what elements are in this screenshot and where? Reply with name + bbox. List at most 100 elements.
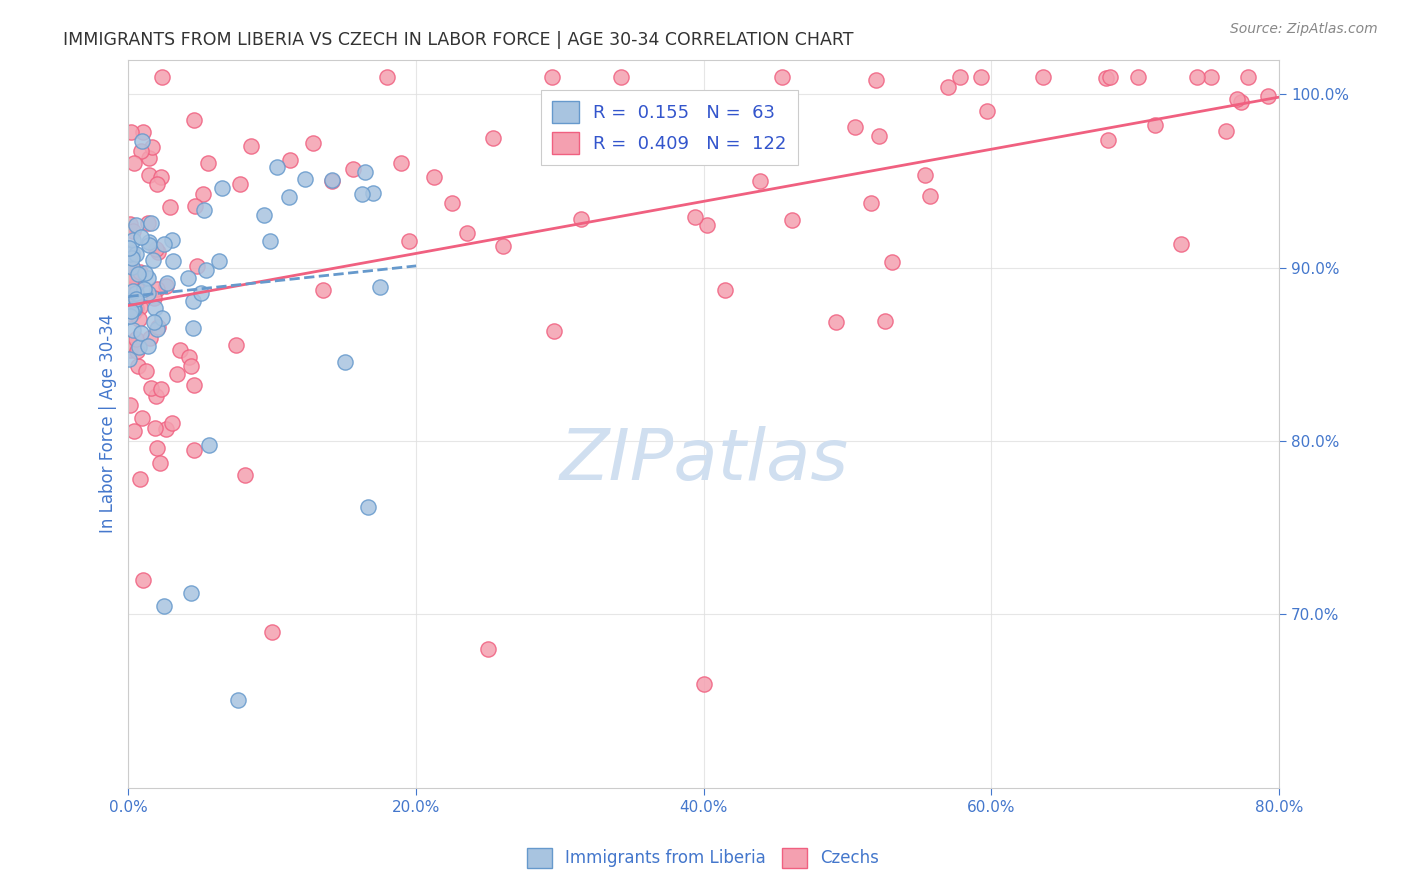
- Point: [121, 284, 143, 298]
- Point: [153, 599, 176, 613]
- Point: [693, 677, 716, 691]
- Point: [1097, 132, 1119, 146]
- Point: [125, 219, 148, 233]
- Point: [683, 210, 706, 224]
- Point: [120, 304, 142, 318]
- Point: [121, 261, 143, 276]
- Point: [122, 301, 145, 316]
- Point: [118, 335, 141, 350]
- Point: [278, 189, 301, 203]
- Point: [492, 238, 515, 252]
- Point: [868, 128, 890, 143]
- Point: [125, 246, 148, 260]
- Point: [160, 233, 183, 247]
- Point: [135, 364, 157, 378]
- Point: [714, 283, 737, 297]
- Point: [145, 389, 167, 403]
- Point: [1237, 70, 1260, 84]
- Point: [160, 416, 183, 430]
- Point: [183, 442, 205, 457]
- Point: [155, 278, 177, 293]
- Point: [146, 320, 169, 334]
- Point: [233, 467, 256, 482]
- Point: [136, 271, 159, 285]
- Point: [278, 153, 301, 167]
- Point: [125, 277, 148, 292]
- Point: [146, 322, 169, 336]
- Point: [150, 382, 173, 396]
- Point: [128, 311, 150, 326]
- Point: [153, 237, 176, 252]
- Point: [1126, 70, 1149, 84]
- Point: [226, 693, 249, 707]
- Point: [561, 115, 583, 129]
- Point: [131, 125, 153, 139]
- Point: [125, 292, 148, 306]
- Point: [569, 212, 592, 227]
- Point: [162, 254, 184, 268]
- Point: [143, 291, 166, 305]
- Point: [118, 398, 141, 412]
- Point: [122, 424, 145, 438]
- Point: [914, 169, 936, 183]
- Point: [780, 213, 803, 227]
- Point: [186, 260, 208, 274]
- Point: [129, 144, 152, 158]
- Text: ZIPatlas: ZIPatlas: [560, 425, 848, 494]
- Point: [124, 155, 146, 169]
- Point: [976, 103, 998, 118]
- Point: [150, 70, 173, 84]
- Point: [610, 70, 633, 84]
- Point: [1143, 119, 1166, 133]
- Point: [139, 381, 162, 395]
- Point: [122, 301, 145, 316]
- Point: [125, 333, 148, 347]
- Point: [136, 217, 159, 231]
- Point: [321, 173, 343, 187]
- Point: [129, 265, 152, 279]
- Point: [180, 586, 202, 600]
- Point: [350, 186, 373, 201]
- Point: [125, 290, 148, 304]
- Point: [266, 160, 288, 174]
- Point: [191, 187, 214, 202]
- Legend: R =  0.155   N =  63, R =  0.409   N =  122: R = 0.155 N = 63, R = 0.409 N = 122: [541, 90, 797, 165]
- Point: [132, 282, 155, 296]
- Point: [225, 338, 247, 352]
- Point: [748, 173, 770, 187]
- Point: [1185, 70, 1208, 84]
- Point: [1098, 70, 1121, 84]
- Point: [190, 285, 212, 300]
- Point: [120, 307, 142, 321]
- Text: Source: ZipAtlas.com: Source: ZipAtlas.com: [1230, 22, 1378, 37]
- Point: [149, 169, 172, 184]
- Point: [875, 314, 897, 328]
- Point: [122, 304, 145, 318]
- Point: [183, 293, 205, 308]
- Point: [120, 273, 142, 287]
- Point: [138, 168, 160, 182]
- Point: [1229, 95, 1251, 109]
- Point: [148, 244, 170, 259]
- Point: [368, 280, 391, 294]
- Point: [321, 174, 343, 188]
- Point: [197, 156, 219, 170]
- Point: [262, 624, 284, 639]
- Point: [150, 310, 173, 325]
- Point: [146, 282, 169, 296]
- Point: [253, 208, 276, 222]
- Point: [124, 268, 146, 283]
- Point: [122, 301, 145, 315]
- Point: [1032, 70, 1054, 84]
- Point: [844, 120, 866, 134]
- Point: [860, 196, 883, 211]
- Point: [342, 162, 364, 177]
- Point: [312, 283, 335, 297]
- Point: [138, 237, 160, 252]
- Point: [375, 70, 398, 84]
- Point: [129, 230, 152, 244]
- Point: [166, 367, 188, 381]
- Point: [121, 260, 143, 274]
- Point: [177, 270, 200, 285]
- Point: [118, 309, 141, 323]
